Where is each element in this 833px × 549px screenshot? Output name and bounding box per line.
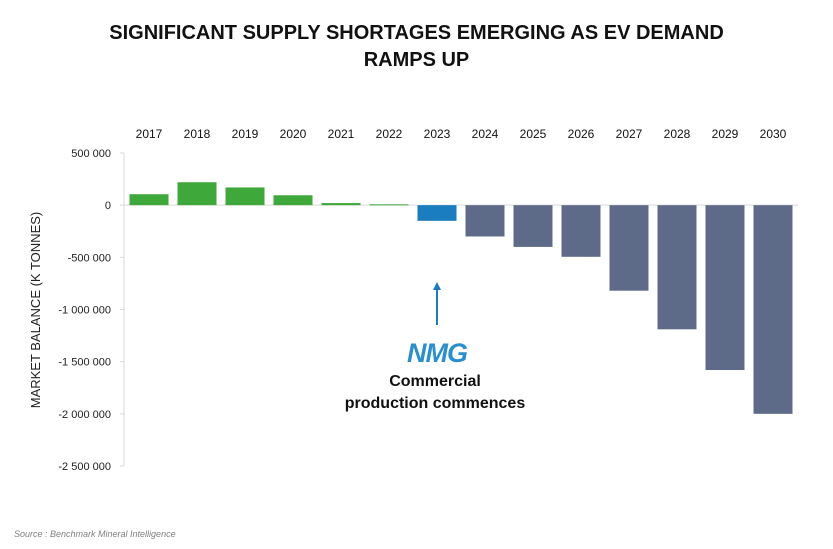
bar-2022: [369, 204, 409, 206]
x-tick-label: 2017: [136, 127, 163, 141]
bar-2027: [609, 205, 649, 291]
y-tick-label: -500 000: [68, 252, 111, 264]
annotation-callout: Commercial production commences: [330, 371, 540, 415]
bar-2017: [129, 194, 169, 206]
bar-2020: [273, 195, 313, 206]
y-tick-label: -2 000 000: [58, 409, 111, 421]
x-tick-label: 2029: [712, 127, 739, 141]
y-tick-label: -1 000 000: [58, 305, 111, 317]
y-axis-title: MARKET BALANCE (K TONNES): [28, 212, 43, 409]
bar-2018: [177, 182, 217, 206]
x-tick-label: 2023: [424, 127, 451, 141]
chart-title-line-2: RAMPS UP: [363, 49, 470, 71]
chart-title: SIGNIFICANT SUPPLY SHORTAGES EMERGING AS…: [0, 20, 833, 74]
x-tick-label: 2030: [760, 127, 787, 141]
y-tick-label: 0: [105, 200, 111, 212]
x-tick-label: 2021: [328, 127, 355, 141]
annotation-line-2: production commences: [344, 395, 526, 412]
bar-2024: [465, 205, 505, 237]
x-tick-label: 2026: [568, 127, 595, 141]
bar-2029: [705, 205, 745, 371]
source-note: Source : Benchmark Mineral Intelligence: [14, 529, 176, 539]
x-tick-label: 2019: [232, 127, 259, 141]
y-tick-label: 500 000: [71, 148, 111, 160]
x-tick-label: 2020: [280, 127, 307, 141]
chart-title-line-1: SIGNIFICANT SUPPLY SHORTAGES EMERGING AS…: [109, 22, 724, 44]
bar-2030: [753, 205, 793, 414]
annotation-arrow-head: [433, 282, 441, 290]
x-tick-label: 2025: [520, 127, 547, 141]
y-tick-label: -1 500 000: [58, 357, 111, 369]
annotation-line-1: Commercial: [389, 373, 481, 390]
x-tick-label: 2024: [472, 127, 499, 141]
x-tick-label: 2018: [184, 127, 211, 141]
bar-2025: [513, 205, 553, 247]
bar-2021: [321, 203, 361, 206]
bar-2023: [417, 205, 457, 221]
x-tick-label: 2022: [376, 127, 403, 141]
x-tick-label: 2028: [664, 127, 691, 141]
nmg-logo: NMG: [407, 338, 468, 368]
y-tick-label: -2 500 000: [58, 461, 111, 473]
bar-2019: [225, 187, 265, 206]
bar-2028: [657, 205, 697, 330]
x-tick-label: 2027: [616, 127, 643, 141]
bar-2026: [561, 205, 601, 257]
